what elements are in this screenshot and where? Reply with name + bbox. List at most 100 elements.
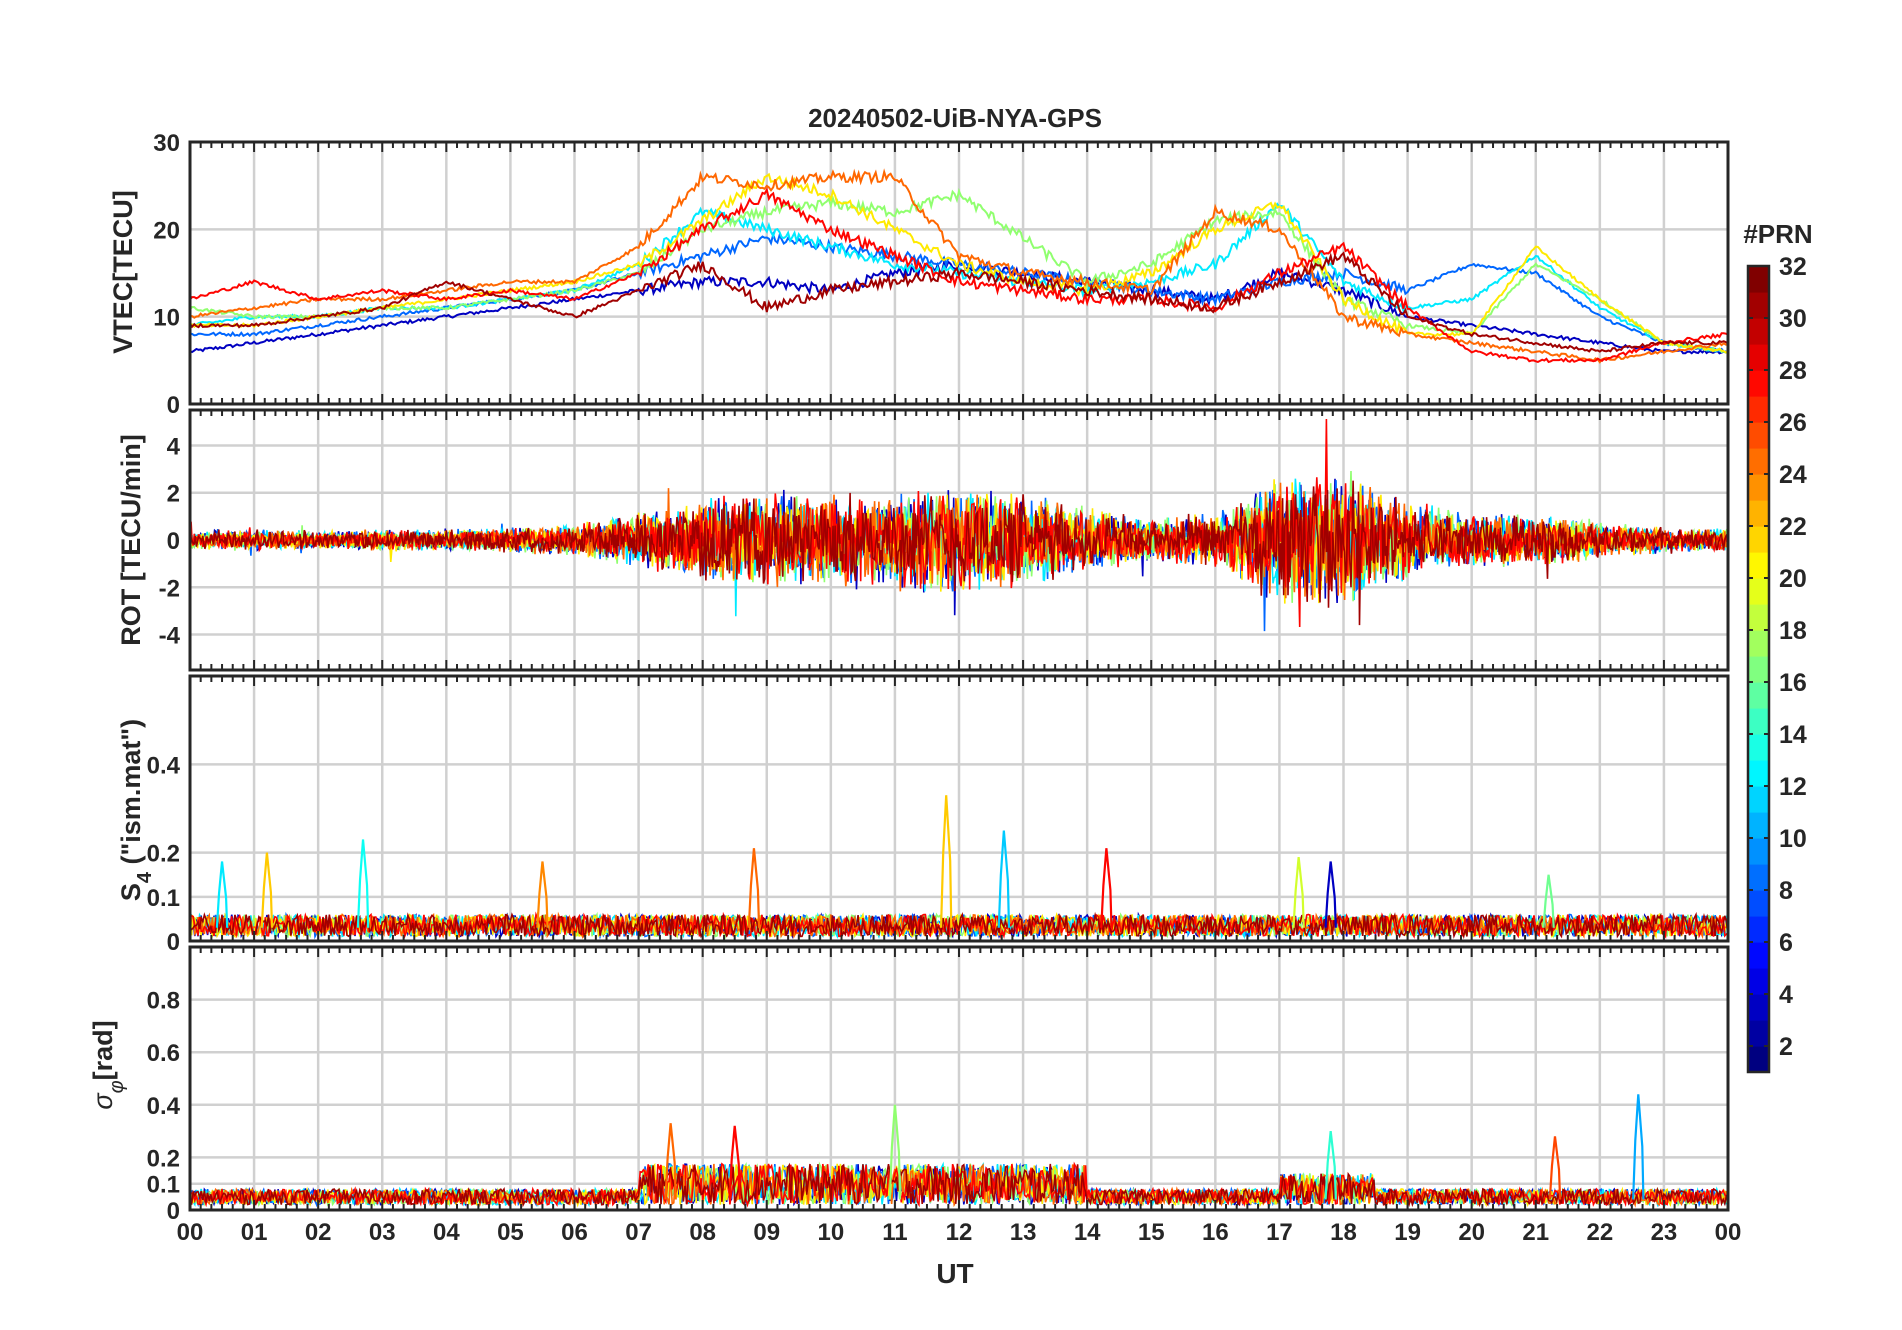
x-tick-label: 00	[1715, 1219, 1742, 1246]
colorbar-tick-label: 28	[1779, 357, 1807, 385]
peak-prn-19	[1292, 856, 1305, 928]
peak-prn-10	[1632, 1094, 1645, 1200]
y-tick-label: 0.6	[147, 1040, 180, 1067]
colorbar-segment	[1748, 916, 1769, 943]
colorbar-tick-label: 14	[1779, 721, 1807, 749]
vtec-series-prn-17	[189, 187, 1729, 354]
s4-panel: 0 0.1 0.2 0.4	[147, 674, 1730, 956]
x-tick-label: 16	[1202, 1219, 1229, 1246]
colorbar-segment	[1748, 1046, 1769, 1073]
colorbar-segment	[1748, 630, 1769, 657]
peak-prn-25	[747, 848, 761, 928]
colorbar-tick-label: 6	[1779, 929, 1793, 957]
peak-prn-11	[997, 830, 1011, 928]
y-tick-label: 2	[167, 481, 180, 508]
colorbar-tick-label: 10	[1779, 825, 1807, 853]
colorbar-segment	[1748, 526, 1769, 553]
colorbar-tick-label: 32	[1779, 253, 1807, 281]
x-tick-label: 08	[689, 1219, 716, 1246]
colorbar-segment	[1748, 604, 1769, 631]
colorbar-segment	[1748, 1020, 1769, 1047]
x-tick-label: 22	[1586, 1219, 1613, 1246]
colorbar-segment	[1748, 682, 1769, 709]
colorbar-segment	[1748, 968, 1769, 995]
y-tick-label: 0	[167, 392, 180, 419]
y-tick-label: 0	[167, 929, 180, 956]
x-tick-label: 06	[561, 1219, 588, 1246]
x-tick-label: 05	[497, 1219, 524, 1246]
peak-prn-28	[1100, 848, 1113, 928]
rot-series-prn-31	[189, 480, 1729, 626]
peak-prn-12	[215, 861, 229, 928]
colorbar-tick-label: 26	[1779, 409, 1807, 437]
colorbar-segment	[1748, 786, 1769, 813]
colorbar-segment	[1748, 266, 1769, 293]
colorbar-segment	[1748, 500, 1769, 527]
colorbar-border	[1746, 264, 1771, 1074]
colorbar-segment	[1748, 734, 1769, 761]
peak-prn-22	[939, 795, 953, 928]
rot-series-prn-28	[189, 418, 1729, 628]
sigma-phi-panel: 00.10.2 0.4 0.6 0.8	[147, 945, 1730, 1225]
y-tick-label: 0.2	[147, 1145, 180, 1172]
colorbar-segment	[1748, 864, 1769, 891]
vtec-series-prn-25	[189, 168, 1729, 364]
x-tick-label: 07	[625, 1219, 652, 1246]
colorbar-tick-label: 16	[1779, 669, 1807, 697]
colorbar-segment	[1748, 474, 1769, 501]
colorbar-segment	[1748, 890, 1769, 917]
y-tick-label: 0.1	[147, 1172, 180, 1199]
x-tick-label: 12	[946, 1219, 973, 1246]
s4-y-label: S4 ("ism.mat")	[116, 719, 156, 901]
y-tick-label: 4	[167, 433, 181, 460]
rot-panel: -4 -2 0 2 4	[159, 408, 1730, 672]
colorbar-segment	[1748, 708, 1769, 735]
y-tick-label: -4	[159, 623, 181, 650]
colorbar-tick-label: 12	[1779, 773, 1807, 801]
x-axis-label: UT	[936, 1258, 973, 1289]
x-tick-label: 10	[817, 1219, 844, 1246]
peak-prn-16	[1542, 874, 1555, 928]
peak-prn-14	[1324, 1130, 1337, 1200]
x-tick-label: 11	[882, 1219, 907, 1246]
colorbar-tick-label: 8	[1779, 877, 1793, 905]
colorbar-segment	[1748, 370, 1769, 397]
x-tick-labels: 00 01 02 03 04 05 06 07 08 09 10 11 12 13 14 15 16 17 18 19…	[177, 1219, 1742, 1246]
colorbar-segment	[1748, 942, 1769, 969]
colorbar-segment	[1748, 292, 1769, 319]
x-tick-label: 21	[1522, 1219, 1549, 1246]
y-tick-label: 0.4	[147, 1093, 181, 1120]
colorbar-segment	[1748, 838, 1769, 865]
x-tick-label: 18	[1330, 1219, 1357, 1246]
colorbar-tick-label: 20	[1779, 565, 1807, 593]
x-tick-label: 00	[177, 1219, 204, 1246]
colorbar-segment	[1748, 760, 1769, 787]
vtec-panel: 0 10 20 30	[153, 130, 1730, 419]
x-tick-label: 23	[1651, 1219, 1678, 1246]
x-tick-label: 13	[1010, 1219, 1037, 1246]
peak-prn-17	[888, 1104, 902, 1200]
x-tick-label: 02	[305, 1219, 332, 1246]
x-tick-label: 01	[241, 1219, 268, 1246]
x-tick-label: 09	[753, 1219, 780, 1246]
colorbar-segment	[1748, 578, 1769, 605]
chart-title: 20240502-UiB-NYA-GPS	[808, 103, 1102, 133]
colorbar-segment	[1748, 422, 1769, 449]
y-tick-label: 30	[153, 130, 180, 157]
x-tick-label: 04	[433, 1219, 460, 1246]
peak-prn-22	[260, 852, 274, 928]
peak-prn-28	[728, 1125, 741, 1200]
x-tick-label: 15	[1138, 1219, 1165, 1246]
colorbar-tick-label: 30	[1779, 305, 1807, 333]
vtec-series-prn-31	[189, 251, 1729, 353]
peak-prn-26	[1548, 1136, 1562, 1200]
x-tick-label: 20	[1458, 1219, 1485, 1246]
colorbar-segment	[1748, 448, 1769, 475]
y-tick-label: 0.1	[147, 885, 180, 912]
colorbar-segment	[1748, 656, 1769, 683]
y-tick-label: 0.8	[147, 988, 180, 1015]
peak-prn-25	[664, 1123, 677, 1200]
y-tick-label: 20	[153, 217, 180, 244]
